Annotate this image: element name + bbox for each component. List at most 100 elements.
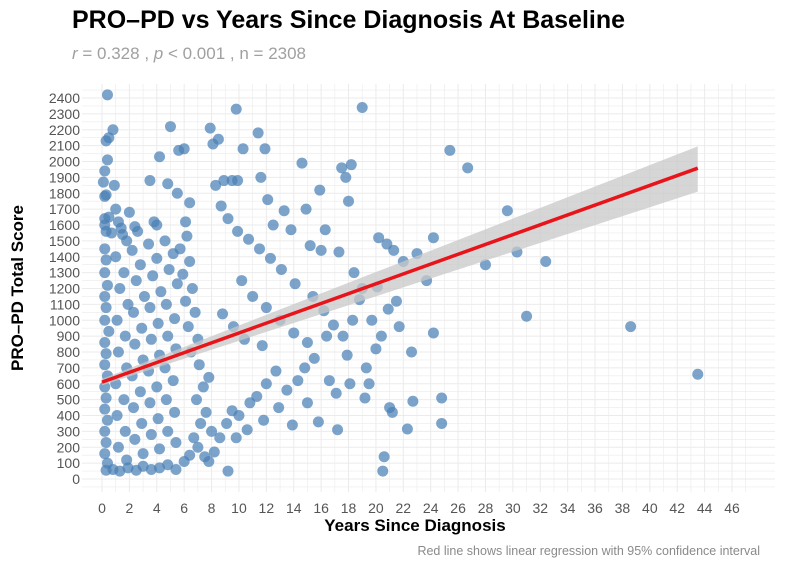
- data-point: [281, 384, 293, 396]
- data-point: [444, 144, 456, 156]
- data-point: [360, 362, 372, 374]
- data-point: [359, 392, 371, 404]
- data-point: [164, 121, 176, 133]
- y-tick-label: 400: [57, 408, 81, 424]
- data-point: [181, 230, 193, 242]
- data-point: [301, 336, 313, 348]
- data-point: [103, 325, 115, 337]
- data-point: [341, 349, 353, 361]
- data-point: [356, 102, 368, 114]
- data-point: [285, 224, 297, 236]
- data-point: [122, 298, 134, 310]
- data-point: [230, 432, 242, 444]
- y-tick-label: 0: [72, 471, 80, 487]
- data-point: [118, 394, 130, 406]
- y-tick-label: 1900: [49, 169, 80, 185]
- y-tick-label: 1400: [49, 249, 80, 265]
- x-axis-ticks: 0 2 4 6 8 10 12 14 16 18 20 22 24 26 28 30 32 34 36 38 40 42 4…: [98, 500, 740, 516]
- x-tick-label: 22: [396, 500, 412, 516]
- data-point: [99, 403, 111, 415]
- data-point: [143, 238, 155, 250]
- data-point: [167, 375, 179, 387]
- x-tick-label: 2: [125, 500, 133, 516]
- data-point: [312, 416, 324, 428]
- data-point: [129, 338, 141, 350]
- data-point: [319, 224, 331, 236]
- data-point: [101, 89, 113, 101]
- y-tick-label: 1600: [49, 217, 80, 233]
- data-point: [366, 314, 378, 326]
- x-tick-label: 0: [98, 500, 106, 516]
- data-point: [479, 259, 491, 271]
- data-point: [144, 175, 156, 187]
- n-label: n: [239, 44, 249, 63]
- data-point: [154, 151, 166, 163]
- data-point: [625, 321, 637, 333]
- data-point: [121, 454, 133, 466]
- p-label: p: [153, 44, 164, 63]
- data-point: [406, 346, 418, 358]
- data-point: [182, 321, 194, 333]
- data-point: [212, 133, 224, 145]
- x-tick-label: 46: [724, 500, 740, 516]
- data-point: [197, 381, 209, 393]
- p-value: < 0.001: [167, 44, 226, 63]
- data-point: [193, 359, 205, 371]
- data-point: [348, 267, 360, 279]
- data-point: [373, 232, 385, 244]
- data-point: [206, 425, 218, 437]
- x-tick-label: 34: [560, 500, 576, 516]
- data-point: [155, 286, 167, 298]
- data-point: [152, 317, 164, 329]
- data-point: [273, 402, 285, 414]
- data-point: [151, 252, 163, 264]
- data-point: [99, 243, 111, 255]
- data-point: [300, 203, 312, 215]
- data-point: [221, 417, 233, 429]
- x-tick-label: 24: [423, 500, 439, 516]
- data-point: [323, 375, 335, 387]
- y-tick-label: 1700: [49, 201, 80, 217]
- data-point: [160, 298, 172, 310]
- r-label: r: [72, 44, 78, 63]
- data-point: [199, 451, 211, 463]
- data-point: [363, 378, 375, 390]
- data-point: [101, 279, 113, 291]
- data-point: [112, 346, 124, 358]
- data-point: [114, 283, 126, 294]
- y-tick-label: 1200: [49, 281, 80, 297]
- data-point: [177, 268, 189, 280]
- data-point: [99, 359, 111, 371]
- data-point: [226, 405, 238, 417]
- data-point: [327, 319, 339, 331]
- data-point: [252, 127, 264, 139]
- data-point: [301, 397, 313, 409]
- data-point: [195, 417, 207, 429]
- data-point: [147, 270, 159, 282]
- data-point: [136, 322, 148, 334]
- data-point: [288, 327, 300, 339]
- data-point: [184, 449, 196, 461]
- data-point: [292, 375, 304, 387]
- data-point: [171, 278, 183, 290]
- data-point: [436, 392, 448, 404]
- data-point: [521, 310, 533, 322]
- data-point: [256, 340, 268, 352]
- data-point: [208, 446, 220, 458]
- data-point: [222, 465, 234, 477]
- data-point: [243, 233, 255, 245]
- data-point: [154, 443, 166, 455]
- data-point: [289, 278, 301, 290]
- data-point: [101, 414, 113, 426]
- data-point: [692, 368, 704, 380]
- data-point: [204, 122, 216, 134]
- data-point: [343, 195, 355, 207]
- y-tick-label: 100: [57, 455, 81, 471]
- data-point: [336, 162, 348, 174]
- data-point: [100, 348, 112, 360]
- x-tick-label: 10: [231, 500, 247, 516]
- data-point: [130, 275, 142, 287]
- y-tick-label: 2200: [49, 122, 80, 138]
- data-point: [191, 394, 202, 406]
- data-point: [388, 244, 400, 256]
